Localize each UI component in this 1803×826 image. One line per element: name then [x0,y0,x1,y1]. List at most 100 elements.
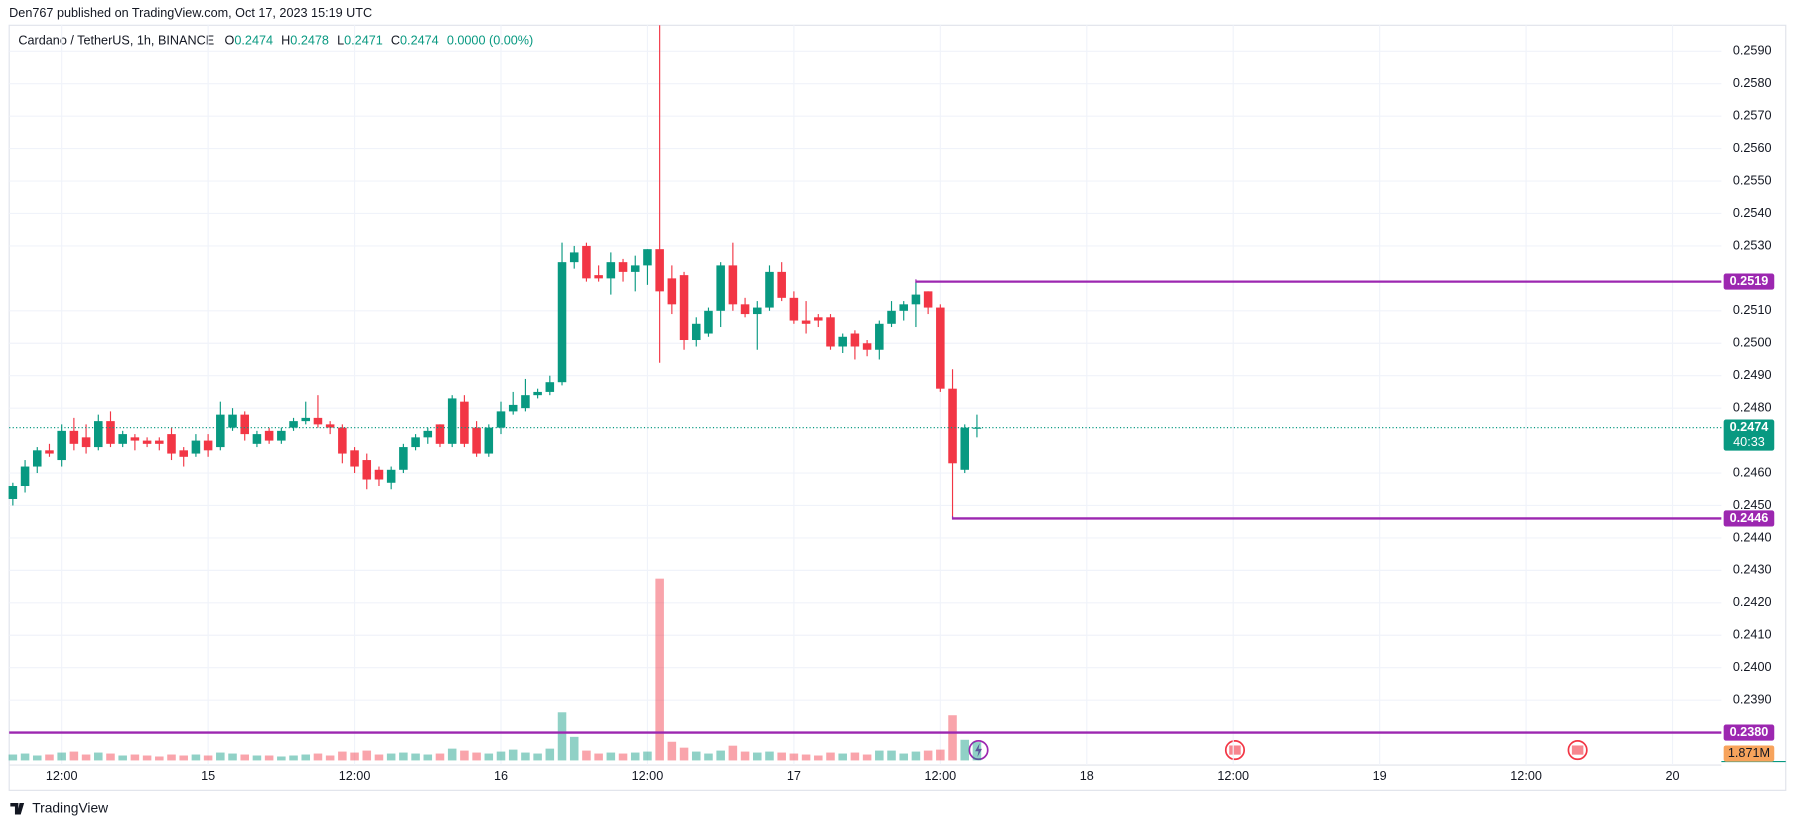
candle-body [374,469,384,480]
volume-bar [850,752,860,761]
candle-body [814,317,823,321]
volume-bar [496,751,506,761]
volume-bar [887,750,896,761]
volume-label-box [1723,745,1775,762]
candle-body [472,427,481,454]
candle-body [32,450,42,467]
volume-bar [460,750,469,761]
candle-body [911,294,921,305]
y-tick-label: 0.2450 [1733,498,1772,512]
candle-body [386,469,396,483]
event-icons [968,740,1588,761]
volume-bar [765,751,774,761]
candle-body [850,333,860,347]
candle-body [69,430,79,444]
volume-bar [508,749,518,761]
volume-bar [667,741,677,761]
candle-body [106,421,115,444]
level-price-box [1723,510,1775,527]
candle-body [447,398,457,444]
volume-bar [301,754,311,761]
candle-body [936,307,945,389]
candle-body [801,320,811,324]
candle-body [960,427,970,470]
y-tick-label: 0.2570 [1733,108,1772,122]
volume-bar [826,752,835,761]
candle-body [325,424,335,428]
volume-bar [252,755,262,761]
candle-body [484,427,494,454]
candle-body [533,391,542,396]
candle-body [313,417,323,425]
volume-bar [728,745,738,761]
volume-bar [191,754,201,761]
candle-body [838,336,847,347]
candle-body [496,411,506,428]
candle-body [569,252,579,263]
candle-body [667,278,677,305]
candle-body [789,297,799,321]
candle-body [435,424,445,444]
candle-body [203,440,213,451]
volume-bar [875,750,884,761]
volume-bar [948,715,957,761]
candle-body [130,437,140,441]
candle-body [289,421,298,428]
candle-body [704,310,713,334]
volume-bar [521,752,530,761]
volume-bar [216,752,225,761]
y-tick-label: 0.2460 [1733,465,1772,479]
ohlc-key: L [337,34,344,48]
x-tick-label: 19 [1373,769,1387,783]
candle-body [862,343,872,350]
candle-body [411,437,420,448]
candle-body [923,291,933,308]
candle-body [45,450,54,454]
level-price-label: 0.2446 [1730,511,1769,525]
volume-bar [228,753,237,761]
volume-bar [130,754,140,761]
x-tick-label: 12:00 [632,769,664,783]
volume-bar [94,752,103,761]
volume-bar [655,578,664,761]
candle-body [8,486,18,499]
x-tick-label: 12:00 [339,769,371,783]
volume-bar [557,712,567,761]
ohlc-value: 0.2474 [400,34,439,48]
candle-body [948,388,957,464]
candle-body [57,430,66,461]
y-tick-label: 0.2400 [1733,660,1772,674]
y-tick-label: 0.2500 [1733,336,1772,350]
x-tick-label: 12:00 [925,769,957,783]
candle-body [252,434,262,444]
candle-body [338,427,347,454]
candle-body [972,427,982,429]
last-price-box [1723,419,1775,451]
volume-bar [20,753,30,761]
volume-bar [594,753,603,761]
candle-body [643,249,652,266]
candle-body [362,460,372,480]
volume-bars [8,578,982,761]
volume-bar [447,748,457,761]
candle-body [875,323,884,350]
candle-body [20,466,30,487]
volume-bar [789,753,799,761]
volume-bar [691,751,701,761]
candle-body [350,450,359,467]
volume-bar [32,755,42,761]
volume-bar [57,752,66,761]
volume-bar [753,752,762,761]
volume-bar [106,753,115,761]
y-tick-label: 0.2440 [1733,530,1772,544]
volume-bar [911,751,921,761]
candle-body [679,275,689,341]
volume-bar [264,755,274,761]
x-tick-label: 12:00 [1217,769,1249,783]
volume-bar [386,753,396,761]
candle-body [753,307,762,315]
volume-bar [630,752,640,761]
volume-bar [972,742,982,761]
